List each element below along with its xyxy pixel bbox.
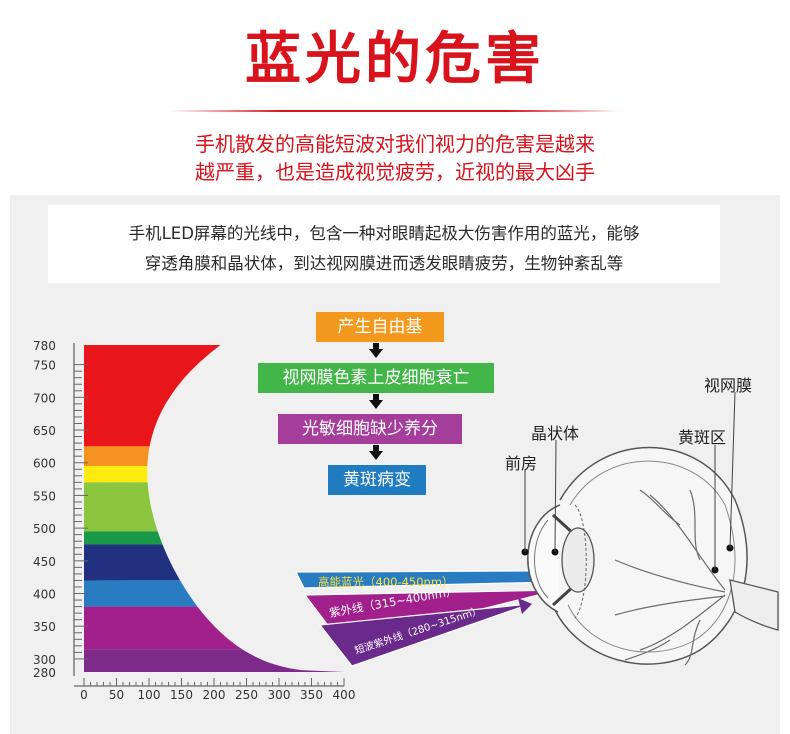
y-tick-label: 550	[33, 489, 56, 503]
flow-arrow-2-shaft	[373, 394, 379, 401]
y-tick-label: 400	[33, 588, 56, 602]
label-macula: 黄斑区	[678, 428, 727, 447]
retina-vessels	[614, 489, 726, 666]
title-divider	[170, 110, 620, 112]
x-tick-label: 400	[333, 688, 356, 702]
intro-box	[48, 205, 720, 283]
y-tick-label: 350	[33, 620, 56, 634]
y-tick-label: 600	[33, 457, 56, 471]
anterior-chamber	[534, 519, 549, 599]
ray-2	[318, 603, 531, 667]
spectrum-band-6	[84, 580, 198, 607]
flow-arrow-3	[369, 451, 383, 460]
flow-step-rpe-cell-death: 视网膜色素上皮细胞衰亡	[258, 363, 494, 393]
spectrum-band-5	[84, 544, 181, 581]
spectrum-band-7	[84, 606, 242, 650]
x-tick-label: 0	[80, 688, 88, 702]
y-tick-label: 700	[33, 391, 56, 405]
x-tick-label: 150	[170, 688, 193, 702]
y-tick-label: 780	[33, 339, 56, 353]
x-tick-label: 100	[138, 688, 161, 702]
spectrum-band-4	[84, 531, 163, 545]
lens-leader	[554, 439, 557, 553]
spectrum-band-3	[84, 482, 158, 532]
x-tick-label: 250	[235, 688, 258, 702]
flow-step-photoreceptor-nutrient-loss: 光敏细胞缺少养分	[278, 414, 462, 444]
flow-step-free-radicals: 产生自由基	[316, 312, 444, 342]
page-title: 蓝光的危害	[245, 27, 545, 92]
label-anterior-chamber: 前房	[505, 454, 538, 473]
flow-arrow-2	[369, 400, 383, 409]
y-tick-label: 300	[33, 653, 56, 667]
y-tick-label: 500	[33, 522, 56, 536]
x-tick-label: 50	[109, 688, 124, 702]
y-tick-label: 450	[33, 555, 56, 569]
ray-label-0: 高能蓝光（400-450nm）	[318, 575, 454, 589]
label-lens: 晶状体	[531, 424, 580, 443]
y-tick-label: 650	[33, 424, 56, 438]
spectrum-band-2	[84, 465, 148, 483]
flow-arrow-1-shaft	[373, 343, 379, 350]
spectrum-band-8	[84, 649, 344, 672]
y-tick-label: 280	[33, 666, 56, 680]
x-tick-label: 350	[300, 688, 323, 702]
ray-2-arrowhead	[518, 598, 532, 614]
flow-arrow-1	[369, 349, 383, 358]
ciliary-body	[574, 504, 587, 619]
intro-line-2: 穿透角膜和晶状体，到达视网膜进而透发眼睛疲劳，生物钟紊乱等	[144, 254, 624, 273]
x-tick-label: 200	[203, 688, 226, 702]
subtitle-line-1: 手机散发的高能短波对我们视力的危害是越来	[195, 132, 595, 156]
retina-leader	[729, 391, 736, 549]
cornea	[527, 504, 561, 613]
eyeball-outline	[554, 446, 748, 665]
spectrum-band-0	[84, 345, 221, 447]
intro-line-1: 手机LED屏幕的光线中，包含一种对眼睛起极大伤害作用的蓝光，能够	[128, 224, 640, 243]
subtitle-line-2: 越严重，也是造成视觉疲劳，近视的最大凶手	[195, 160, 595, 184]
eye-illustration	[521, 391, 779, 666]
optic-nerve	[729, 579, 779, 631]
sclera-inner	[567, 460, 736, 653]
lens-shape	[561, 527, 595, 593]
x-tick-label: 300	[268, 688, 291, 702]
flow-arrow-3-shaft	[373, 445, 379, 452]
spectrum-band-1	[84, 446, 150, 466]
label-retina: 视网膜	[704, 376, 753, 395]
y-tick-label: 750	[33, 359, 56, 373]
flow-step-macular-degeneration: 黄斑病变	[328, 465, 426, 495]
